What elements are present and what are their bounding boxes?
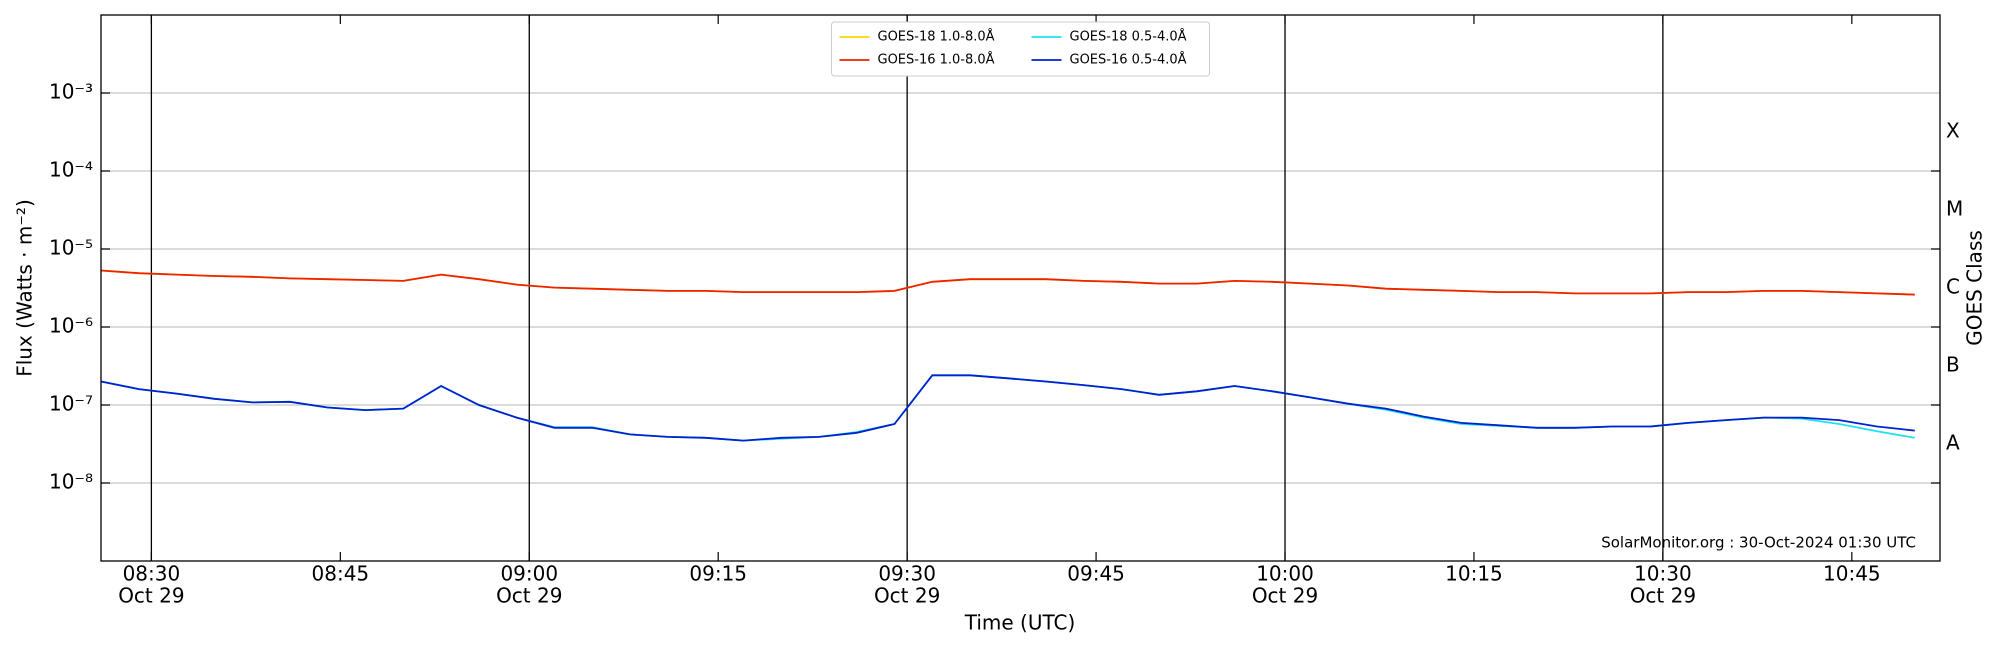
x-tick-label: 09:45: [1067, 562, 1125, 586]
legend-box: [831, 21, 1210, 77]
y-axis-label: Flux (Watts · m⁻²): [13, 199, 37, 377]
series-line: [100, 269, 1915, 296]
y2-tick-label: C: [1946, 275, 1960, 299]
y-tick-label: 10⁻⁵: [49, 236, 93, 260]
x-axis-label: Time (UTC): [964, 611, 1076, 635]
x-tick-label: 10:30: [1634, 562, 1692, 586]
y-tick-label: 10⁻⁴: [49, 158, 93, 182]
y2-tick-label: A: [1946, 431, 1960, 455]
x-tick-date: Oct 29: [874, 584, 940, 608]
series-line: [100, 374, 1915, 442]
legend-label: GOES-16 0.5-4.0Å: [1070, 52, 1187, 68]
x-tick-label: 08:30: [123, 562, 181, 586]
x-tick-label: 10:45: [1823, 562, 1881, 586]
x-tick-date: Oct 29: [1252, 584, 1318, 608]
y2-axis-label: GOES Class: [1963, 230, 1987, 346]
y-tick-label: 10⁻⁷: [49, 392, 93, 416]
x-tick-label: 09:15: [689, 562, 747, 586]
plot-frame: [100, 14, 1941, 562]
x-tick-label: 09:30: [878, 562, 936, 586]
y2-tick-label: X: [1946, 119, 1960, 143]
x-tick-label: 09:00: [500, 562, 558, 586]
x-tick-date: Oct 29: [496, 584, 562, 608]
y-tick-label: 10⁻³: [49, 80, 93, 104]
y-tick-label: 10⁻⁶: [49, 314, 93, 338]
x-tick-label: 10:15: [1445, 562, 1503, 586]
x-tick-label: 10:00: [1256, 562, 1314, 586]
x-tick-label: 08:45: [312, 562, 370, 586]
x-tick-date: Oct 29: [118, 584, 184, 608]
y2-tick-label: B: [1946, 353, 1960, 377]
legend-label: GOES-16 1.0-8.0Å: [878, 52, 995, 68]
legend-label: GOES-18 0.5-4.0Å: [1070, 29, 1187, 45]
x-tick-date: Oct 29: [1630, 584, 1696, 608]
y-tick-label: 10⁻⁸: [49, 470, 93, 494]
annotation: SolarMonitor.org : 30-Oct-2024 01:30 UTC: [1601, 534, 1916, 552]
legend-label: GOES-18 1.0-8.0Å: [878, 29, 995, 45]
y2-tick-label: M: [1946, 197, 1963, 221]
